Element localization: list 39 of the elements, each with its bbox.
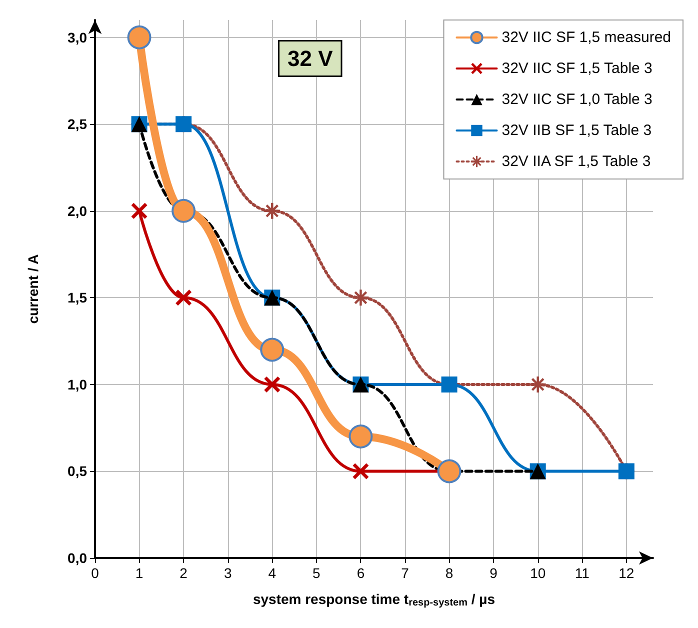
y-tick-label: 3,0 bbox=[68, 29, 88, 46]
x-tick-label: 2 bbox=[180, 565, 188, 581]
point bbox=[530, 376, 546, 392]
point bbox=[352, 463, 369, 480]
y-axis-title: current / A bbox=[25, 254, 41, 324]
y-tick-label: 2,0 bbox=[68, 202, 88, 219]
point bbox=[127, 25, 152, 50]
y-tick-label: 0,5 bbox=[68, 463, 88, 480]
point bbox=[260, 338, 284, 362]
y-tick-label: 1,0 bbox=[68, 376, 88, 392]
point bbox=[264, 202, 280, 219]
legend-label: 32V IIC SF 1,0 Table 3 bbox=[502, 91, 652, 108]
point bbox=[176, 290, 192, 306]
point bbox=[348, 424, 373, 449]
x-tick-label: 8 bbox=[445, 565, 454, 581]
annotation: 32 V bbox=[288, 46, 334, 71]
x-tick-label: 0 bbox=[91, 565, 100, 581]
legend-label: 32V IIA SF 1,5 Table 3 bbox=[502, 153, 651, 170]
legend-label: 32V IIC SF 1,5 Table 3 bbox=[502, 60, 652, 77]
legend-label: 32V IIC SF 1,5 measured bbox=[502, 29, 671, 46]
x-tick-label: 5 bbox=[312, 565, 321, 581]
x-tick-label: 12 bbox=[618, 565, 634, 581]
y-tick-label: 2,5 bbox=[68, 116, 88, 132]
x-tick-label: 6 bbox=[356, 565, 365, 581]
point bbox=[131, 202, 148, 219]
point bbox=[172, 198, 196, 223]
y-tick-label: 0,0 bbox=[68, 550, 88, 566]
x-tick-label: 10 bbox=[530, 565, 546, 581]
point bbox=[437, 459, 462, 484]
x-tick-label: 7 bbox=[401, 565, 410, 581]
x-tick-label: 3 bbox=[224, 565, 232, 581]
point bbox=[264, 376, 280, 392]
y-tick-label: 1,5 bbox=[68, 290, 88, 306]
legend-label: 32V IIB SF 1,5 Table 3 bbox=[502, 122, 652, 139]
x-tick-label: 9 bbox=[490, 565, 498, 581]
point bbox=[352, 290, 369, 306]
x-tick-label: 1 bbox=[135, 565, 144, 581]
x-tick-label: 11 bbox=[574, 565, 590, 581]
x-tick-label: 4 bbox=[268, 565, 276, 581]
